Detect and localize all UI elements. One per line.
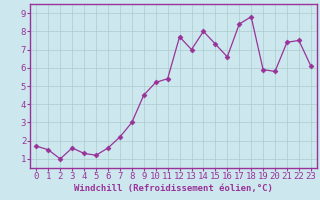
X-axis label: Windchill (Refroidissement éolien,°C): Windchill (Refroidissement éolien,°C) [74, 184, 273, 193]
